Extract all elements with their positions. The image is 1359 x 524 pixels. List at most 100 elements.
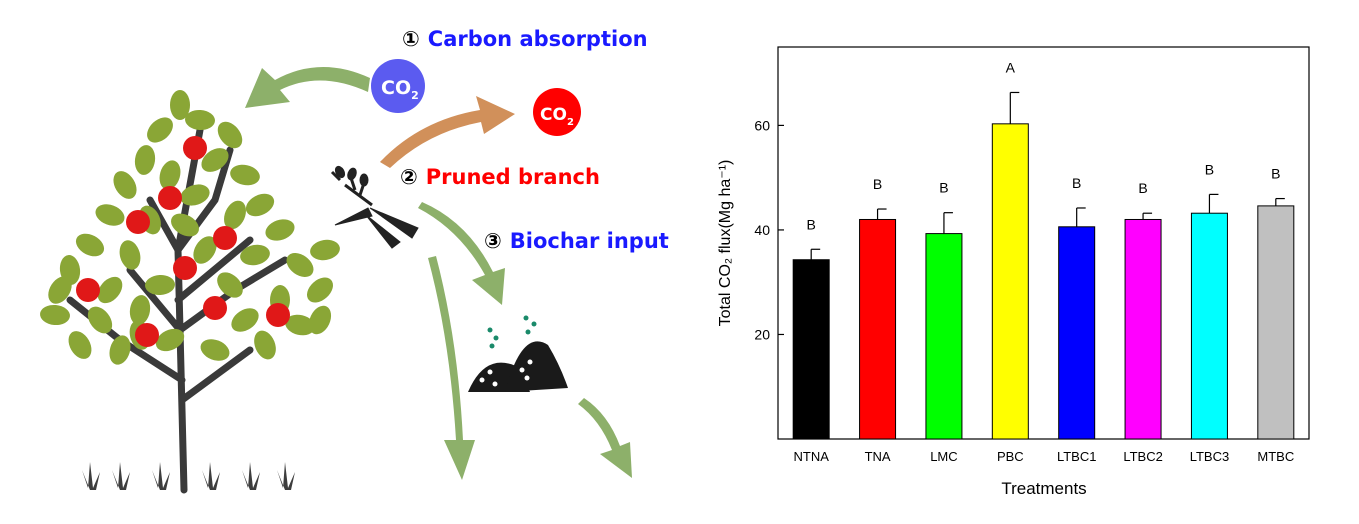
- significance-letter: B: [939, 180, 948, 196]
- x-axis-label: Treatments: [1001, 479, 1086, 498]
- leaf-icon: [201, 148, 229, 172]
- absorption-arrow-icon: [245, 66, 370, 108]
- biochar-particle-icon: [487, 369, 493, 375]
- biochar-particle-icon: [524, 375, 530, 381]
- apple-icon: [183, 136, 207, 160]
- x-tick-label: MTBC: [1257, 449, 1294, 464]
- leaf-icon: [254, 330, 276, 360]
- leaf-icon: [193, 236, 217, 264]
- biochar-particle-icon: [519, 367, 525, 373]
- grass-tuft-icon: [82, 462, 100, 490]
- significance-letter: B: [873, 176, 882, 192]
- bar-ltbc2: [1124, 218, 1162, 440]
- y-tick-label: 40: [754, 222, 770, 238]
- leaf-icon: [113, 171, 137, 199]
- apple-icon: [213, 226, 237, 250]
- leaf-icon: [200, 339, 230, 361]
- biochar-particle-icon: [493, 335, 499, 341]
- apple-icon: [203, 296, 227, 320]
- grass-icon: [82, 462, 295, 490]
- y-axis-label: Total CO₂ flux(Mg ha⁻¹): [717, 160, 734, 327]
- apple-icon: [158, 186, 182, 210]
- leaf-icon: [68, 331, 92, 359]
- x-tick-label: TNA: [865, 449, 891, 464]
- leaf-icon: [48, 276, 72, 304]
- leaf-icon: [217, 121, 243, 149]
- emission-arrow-icon: [380, 96, 515, 168]
- biochar-particle-icon: [525, 329, 531, 335]
- leaf-icon: [171, 213, 199, 237]
- grass-tuft-icon: [152, 462, 170, 490]
- leaf-icon: [109, 335, 131, 365]
- apple-icon: [173, 256, 197, 280]
- leaf-icon: [129, 295, 151, 325]
- leaf-icon: [217, 272, 243, 298]
- biochar-particle-icon: [487, 327, 493, 333]
- x-tick-label: LMC: [930, 449, 957, 464]
- leaf-icon: [286, 253, 314, 277]
- biochar-particle-icon: [527, 359, 533, 365]
- step-1-label: ① Carbon absorption: [402, 27, 648, 51]
- significance-letter: B: [1205, 161, 1214, 177]
- leaf-icon: [145, 274, 175, 296]
- x-tick-label: PBC: [997, 449, 1024, 464]
- x-tick-label: LTBC3: [1190, 449, 1230, 464]
- leaf-icon: [265, 219, 295, 241]
- leaf-icon: [310, 239, 340, 261]
- apple-icon: [135, 323, 159, 347]
- grass-tuft-icon: [112, 462, 130, 490]
- co2-flux-bar-chart: B B B A B B B B 20 40 60 NTNA TNA LMC PBC LTBC1 LTBC2 L…: [717, 46, 1310, 498]
- leaf-icon: [134, 145, 156, 175]
- co2-emission-bubble: CO2: [533, 88, 581, 136]
- carbon-cycle-illustration: CO2 CO2 ① Carbon absorption ② Pruned branc…: [40, 27, 669, 494]
- leaf-icon: [97, 276, 123, 304]
- leaf-icon: [87, 306, 113, 334]
- biochar-particle-icon: [479, 377, 485, 383]
- leaf-icon: [119, 240, 141, 270]
- svg-text:CO2: CO2: [381, 77, 419, 102]
- step-2-label: ② Pruned branch: [400, 165, 600, 189]
- leaf-icon: [75, 233, 105, 257]
- leaf-icon: [285, 314, 315, 336]
- x-tick-label: NTNA: [793, 449, 829, 464]
- biochar-particle-icon: [489, 343, 495, 349]
- bar-pbc: [991, 123, 1029, 440]
- leaf-icon: [230, 164, 260, 186]
- leaf-icon: [306, 277, 334, 303]
- apple-icon: [266, 303, 290, 327]
- leaf-icon: [147, 117, 173, 143]
- decay-arrow-icon: [428, 256, 475, 480]
- pruning-shears-icon: [330, 165, 419, 249]
- grass-tuft-icon: [242, 462, 260, 490]
- y-tick-label: 20: [754, 326, 770, 342]
- co2-absorption-bubble: CO2: [371, 59, 425, 113]
- leaf-icon: [185, 109, 215, 131]
- bar-ntna: [792, 259, 830, 440]
- leaf-icon: [308, 305, 332, 335]
- leaf-icon: [95, 204, 125, 226]
- apple-icon: [76, 278, 100, 302]
- significance-letter: B: [1072, 175, 1081, 191]
- leaf-icon: [224, 200, 246, 230]
- biochar-particle-icon: [492, 381, 498, 387]
- significance-letter: B: [1138, 180, 1147, 196]
- leaf-icon: [40, 304, 70, 326]
- step-3-label: ③ Biochar input: [484, 229, 669, 253]
- plot-frame: [777, 46, 1310, 440]
- leaf-icon: [245, 193, 275, 217]
- leaf-icon: [240, 244, 270, 266]
- apple-icon: [126, 210, 150, 234]
- bar-ltbc3: [1190, 212, 1228, 440]
- biochar-pile-icon: [468, 315, 568, 392]
- significance-letter: B: [1271, 166, 1280, 182]
- leaf-icon: [170, 90, 190, 120]
- leaf-icon: [155, 328, 185, 352]
- svg-text:CO2: CO2: [540, 105, 574, 128]
- biochar-arrow-icon: [418, 202, 505, 305]
- biochar-particle-icon: [531, 321, 537, 327]
- leaf-icon: [159, 160, 181, 190]
- grass-tuft-icon: [277, 462, 295, 490]
- significance-letter: B: [807, 216, 816, 232]
- bar-tna: [859, 218, 897, 440]
- x-tick-label: LTBC2: [1123, 449, 1163, 464]
